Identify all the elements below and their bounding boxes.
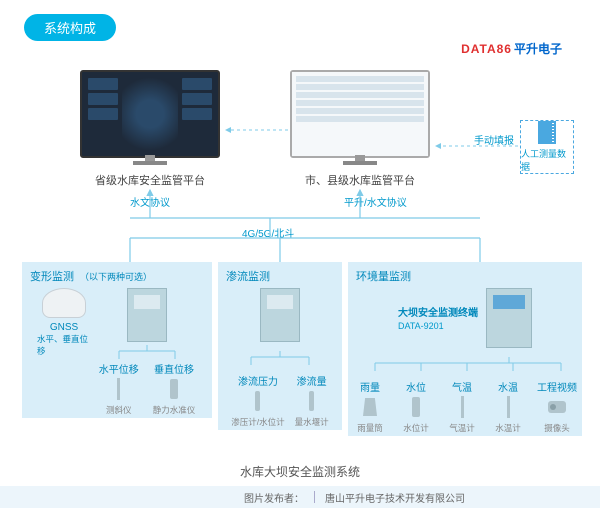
section-title-pill: 系统构成 (24, 14, 116, 41)
manual-arrow-label: 手动填报 (474, 132, 514, 147)
publisher-label: 图片发布者： (244, 490, 304, 505)
seep-device-box (260, 288, 300, 342)
logo-brand-text: DATA86 (461, 42, 512, 56)
deform-col1-label: 垂直位移 (154, 361, 194, 376)
manual-data-box: 人工测量数据 (520, 120, 574, 174)
seep-col0-label: 渗流压力 (238, 373, 278, 388)
level-gauge-icon (170, 379, 178, 399)
network-label: 4G/5G/北斗 (240, 225, 296, 240)
env-col4-sensor: 摄像头 (544, 422, 570, 434)
map-screen-graphic (122, 78, 178, 150)
provincial-platform-label: 省级水库安全监管平台 (70, 172, 230, 188)
env-col3-sensor: 水温计 (495, 422, 521, 434)
water-temp-icon (507, 396, 510, 418)
city-platform-label: 市、县级水库监管平台 (280, 172, 440, 188)
deform-monitoring-group: 变形监测 （以下两种可选） GNSS 水平、垂直位移 水平位移 测斜仪 垂直位移… (22, 262, 212, 418)
publisher-name: 唐山平升电子技术开发有限公司 (325, 490, 465, 505)
ruler-icon (538, 121, 556, 144)
env-col3-label: 水温 (498, 379, 518, 394)
env-col0-sensor: 雨量筒 (357, 422, 383, 434)
terminal-label: 大坝安全监测终端 DATA-9201 (398, 307, 478, 333)
city-platform-monitor (290, 70, 430, 158)
seep-monitoring-group: 渗流监测 渗流压力 渗压计/水位计 渗流量 量水堰计 (218, 262, 342, 430)
env-col1-sensor: 水位计 (403, 422, 429, 434)
rain-gauge-icon (363, 398, 377, 416)
inclinometer-icon (117, 378, 120, 400)
seep-col0-sensor: 渗压计/水位计 (231, 416, 284, 428)
seep-title: 渗流监测 (226, 268, 270, 284)
protocol-label-city: 平升/水文协议 (342, 194, 409, 209)
gnss-desc: 水平、垂直位移 (37, 333, 91, 357)
gnss-icon (42, 288, 86, 318)
water-level-icon (412, 397, 420, 417)
brand-logo: DATA86平升电子 (461, 40, 562, 57)
deform-col0-sensor: 测斜仪 (106, 404, 132, 416)
air-temp-icon (461, 396, 464, 418)
provincial-platform-monitor (80, 70, 220, 158)
protocol-label-provincial: 水文协议 (128, 194, 172, 209)
seep-col1-label: 渗流量 (297, 373, 327, 388)
env-col1-label: 水位 (406, 379, 426, 394)
deform-col1-sensor: 静力水准仪 (153, 404, 196, 416)
env-terminal-box (486, 288, 532, 348)
env-col4-label: 工程视频 (537, 379, 577, 394)
manual-box-label: 人工测量数据 (521, 147, 573, 173)
footer-bar: 图片发布者： 唐山平升电子技术开发有限公司 (0, 486, 600, 508)
piezo-icon (255, 391, 260, 411)
env-title: 环境量监测 (356, 268, 411, 284)
deform-title: 变形监测 (30, 268, 74, 284)
deform-subtitle: （以下两种可选） (80, 270, 152, 283)
env-col2-sensor: 气温计 (449, 422, 475, 434)
camera-icon (548, 401, 566, 413)
deform-col0-label: 水平位移 (99, 361, 139, 376)
seep-col1-sensor: 量水堰计 (295, 416, 329, 428)
deform-device-box (127, 288, 167, 342)
diagram-caption: 水库大坝安全监测系统 (0, 463, 600, 480)
env-monitoring-group: 环境量监测 大坝安全监测终端 DATA-9201 雨量雨量筒 水位水位计 气温气… (348, 262, 582, 436)
gnss-name: GNSS (50, 322, 78, 333)
weir-icon (309, 391, 314, 411)
env-col2-label: 气温 (452, 379, 472, 394)
env-col0-label: 雨量 (360, 379, 380, 394)
logo-company-text: 平升电子 (514, 42, 562, 56)
